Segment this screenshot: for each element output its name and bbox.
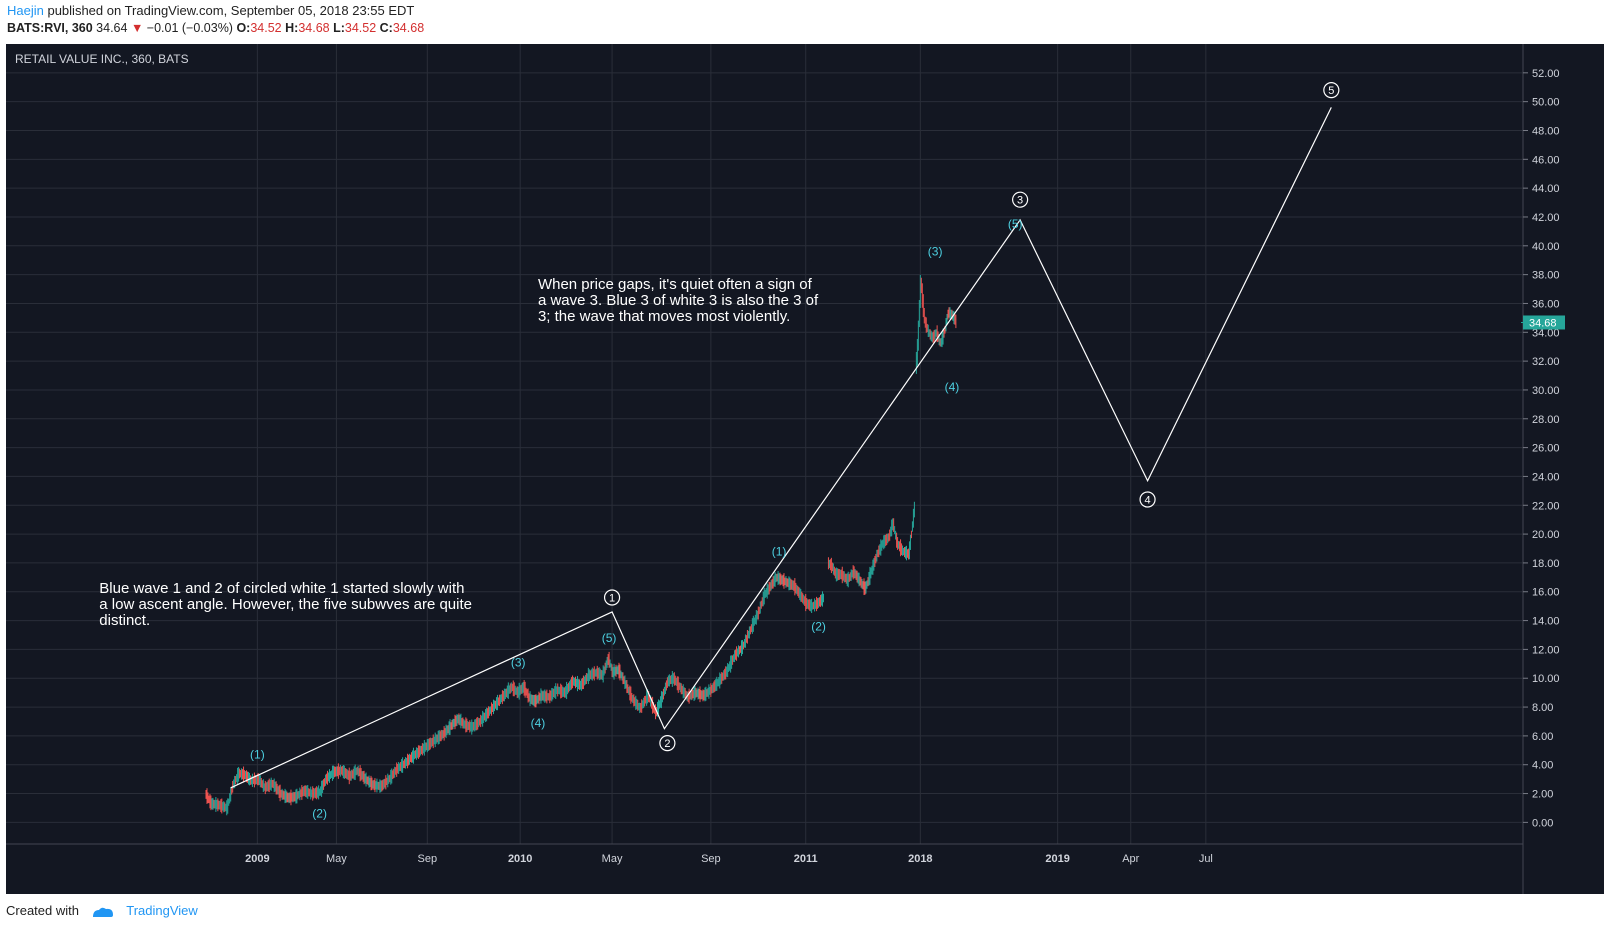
price-tick-label: 24.00 — [1532, 471, 1560, 483]
price-tick-label: 32.00 — [1532, 356, 1560, 368]
price-tick-label: 2.00 — [1532, 789, 1553, 801]
subwave-label: (5) — [602, 631, 617, 645]
time-tick-label: 2009 — [245, 853, 269, 865]
wave-circle-label: 5 — [1328, 85, 1334, 97]
last-price: 34.64 — [96, 21, 128, 35]
wave-circle — [1012, 191, 1029, 208]
footer: Created with TradingView — [6, 903, 198, 918]
price-axis[interactable]: 0.00 2.00 4.00 6.00 8.00 10.00 12.00 14.00 16.00… — [1521, 44, 1565, 894]
time-tick-label: 2010 — [508, 853, 532, 865]
last-price-tag — [1523, 315, 1565, 330]
author-link[interactable]: Haejin — [7, 3, 44, 18]
price-tick-label: 52.00 — [1532, 68, 1560, 80]
annotation-wave3-line: When price gaps, it's quiet often a sign… — [538, 276, 813, 293]
price-tick-label: 14.00 — [1532, 616, 1560, 628]
time-tick-label: Jul — [1199, 853, 1213, 865]
price-tick-label: 4.00 — [1532, 760, 1553, 772]
price-tick-label: 44.00 — [1532, 183, 1560, 195]
annotation-wave1-line: Blue wave 1 and 2 of circled white 1 sta… — [99, 580, 464, 597]
wave-circle — [1323, 82, 1340, 99]
wave-circle — [603, 589, 621, 606]
down-arrow-icon: ▼ — [130, 21, 144, 35]
low-value: 34.52 — [344, 21, 377, 35]
price-tick-label: 8.00 — [1532, 702, 1553, 714]
wave-circle — [659, 734, 676, 752]
time-tick-label: 2018 — [908, 853, 932, 865]
time-tick-label: Sep — [418, 853, 438, 865]
grid — [6, 44, 1523, 844]
annotation-wave3-line: a wave 3. Blue 3 of white 3 is also the … — [538, 292, 819, 309]
price-series — [205, 274, 957, 816]
subwave-label: (2) — [312, 807, 327, 821]
wave-circle — [1139, 491, 1156, 508]
price-tick-label: 16.00 — [1532, 587, 1560, 599]
time-tick-label: May — [326, 853, 347, 865]
high-label: H: — [285, 21, 299, 35]
time-axis[interactable]: 2009 May Sep 2010 May Sep 2011 2018 2019 Apr Jul — [6, 843, 1523, 865]
price-tick-label: 10.00 — [1532, 673, 1560, 685]
subwave-label: (1) — [772, 544, 787, 558]
price-tick-label: 34.00 — [1532, 327, 1560, 339]
price-tick-label: 28.00 — [1532, 414, 1560, 426]
subwave-label: (5) — [1008, 217, 1023, 231]
publish-text: published on TradingView.com, September … — [43, 3, 415, 18]
time-tick-label: 2011 — [794, 853, 818, 865]
time-tick-label: Apr — [1122, 853, 1139, 865]
price-tick-label: 20.00 — [1532, 529, 1560, 541]
price-tick-label: 46.00 — [1532, 154, 1560, 166]
price-tick-label: 0.00 — [1532, 817, 1553, 829]
time-tick-label: Sep — [701, 853, 721, 865]
price-chart[interactable]: 0.00 2.00 4.00 6.00 8.00 10.00 12.00 14.00 16.00… — [6, 44, 1604, 894]
wave-circle-label: 3 — [1017, 195, 1023, 207]
price-tick-label: 6.00 — [1532, 731, 1553, 743]
tradingview-logo-icon — [92, 907, 113, 917]
subwave-label: (3) — [928, 245, 943, 259]
annotations: Blue wave 1 and 2 of circled white 1 sta… — [99, 276, 819, 629]
tradingview-link[interactable]: TradingView — [126, 903, 198, 918]
subwave-label: (4) — [531, 716, 546, 730]
price-tick-label: 40.00 — [1532, 241, 1560, 253]
publish-info: Haejin published on TradingView.com, Sep… — [7, 3, 414, 18]
price-tick-label: 48.00 — [1532, 125, 1560, 137]
low-label: L: — [333, 21, 345, 35]
price-tick-label: 38.00 — [1532, 270, 1560, 282]
price-tick-label: 36.00 — [1532, 298, 1560, 310]
price-tick-label: 26.00 — [1532, 443, 1560, 455]
annotation-wave1-line: a low ascent angle. However, the five su… — [99, 596, 472, 613]
open-label: O: — [236, 21, 251, 35]
wave-count: 1 2 3 4 5 (1) (2) (3) (4) (5) (1) (2) (3) (4) (5) — [230, 82, 1340, 821]
close-value: 34.68 — [392, 21, 425, 35]
open-value: 34.52 — [250, 21, 282, 35]
symbol-info-line: BATS:RVI, 360 34.64 ▼ −0.01 (−0.03%) O:3… — [7, 21, 424, 35]
price-tick-label: 50.00 — [1532, 97, 1560, 109]
wave-circle-label: 4 — [1145, 494, 1151, 506]
subwave-label: (2) — [811, 619, 826, 633]
price-tick-label: 18.00 — [1532, 558, 1560, 570]
high-value: 34.68 — [298, 21, 330, 35]
price-tick-label: 22.00 — [1532, 500, 1560, 512]
annotation-wave1-line: distinct. — [99, 612, 150, 629]
chart-frame[interactable]: 0.00 2.00 4.00 6.00 8.00 10.00 12.00 14.00 16.00… — [6, 44, 1604, 894]
chart-background — [6, 44, 1604, 894]
subwave-label: (4) — [945, 380, 960, 394]
elliott-wave-path — [230, 107, 1332, 789]
wave-circle-label: 1 — [609, 593, 615, 605]
price-tick-label: 42.00 — [1532, 212, 1560, 224]
created-with-text: Created with — [6, 903, 79, 918]
close-label: C: — [379, 21, 393, 35]
time-tick-label: May — [602, 853, 623, 865]
subwave-label: (1) — [250, 748, 265, 762]
last-price-label: 34.68 — [1529, 317, 1557, 329]
wave-circle-label: 2 — [664, 738, 670, 750]
subwave-label: (3) — [511, 655, 526, 669]
price-tick-label: 12.00 — [1532, 644, 1560, 656]
time-tick-label: 2019 — [1045, 853, 1069, 865]
price-change: −0.01 (−0.03%) — [146, 21, 233, 35]
price-tick-label: 30.00 — [1532, 385, 1560, 397]
annotation-wave3-line: 3; the wave that moves most violently. — [538, 308, 790, 325]
chart-title: RETAIL VALUE INC., 360, BATS — [15, 52, 189, 66]
symbol-name: BATS:RVI, 360 — [7, 21, 93, 35]
